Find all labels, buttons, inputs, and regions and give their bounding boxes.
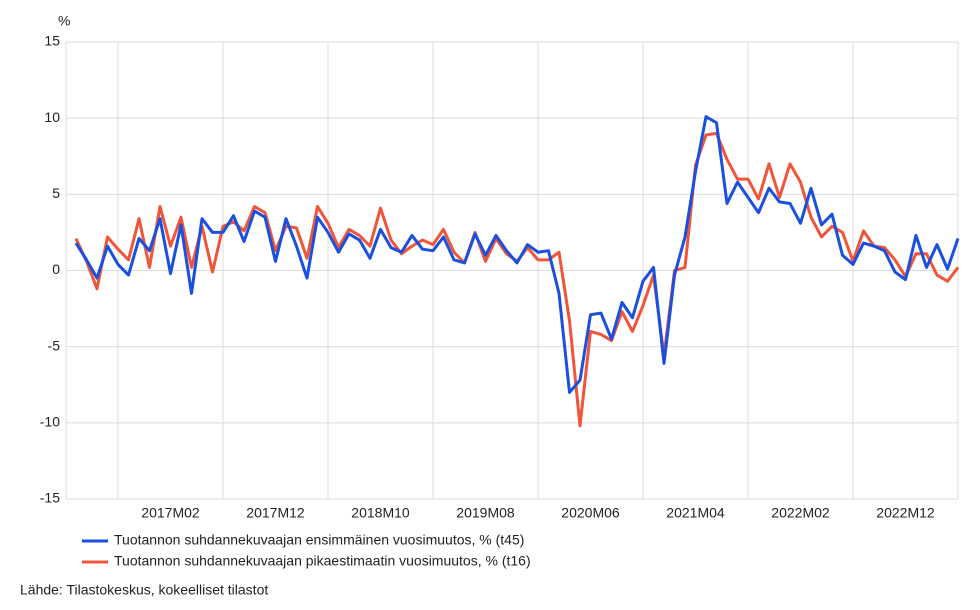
- x-tick-label: 2020M06: [561, 505, 620, 521]
- legend-label: Tuotannon suhdannekuvaajan ensimmäinen v…: [114, 532, 524, 548]
- y-tick-label: 10: [44, 109, 60, 125]
- x-tick-label: 2022M12: [876, 505, 935, 521]
- x-tick-label: 2022M02: [771, 505, 830, 521]
- y-tick-label: 5: [52, 185, 60, 201]
- source: Lähde: Tilastokeskus, kokeelliset tilast…: [20, 582, 268, 598]
- legend-label: Tuotannon suhdannekuvaajan pikaestimaati…: [114, 553, 531, 569]
- x-tick-label: 2021M04: [666, 505, 725, 521]
- series-line: [74, 131, 960, 428]
- x-tick-label: 2019M08: [456, 505, 515, 521]
- y-tick-label: -5: [48, 337, 61, 353]
- y-unit: %: [58, 13, 70, 29]
- y-tick-label: 15: [44, 33, 60, 49]
- x-tick-label: 2017M02: [141, 505, 200, 521]
- y-tick-label: -15: [40, 490, 60, 506]
- x-tick-label: 2018M10: [351, 505, 410, 521]
- y-tick-label: -10: [40, 414, 60, 430]
- y-tick-label: 0: [52, 261, 60, 277]
- series-line: [74, 115, 960, 394]
- x-tick-label: 2017M12: [246, 505, 305, 521]
